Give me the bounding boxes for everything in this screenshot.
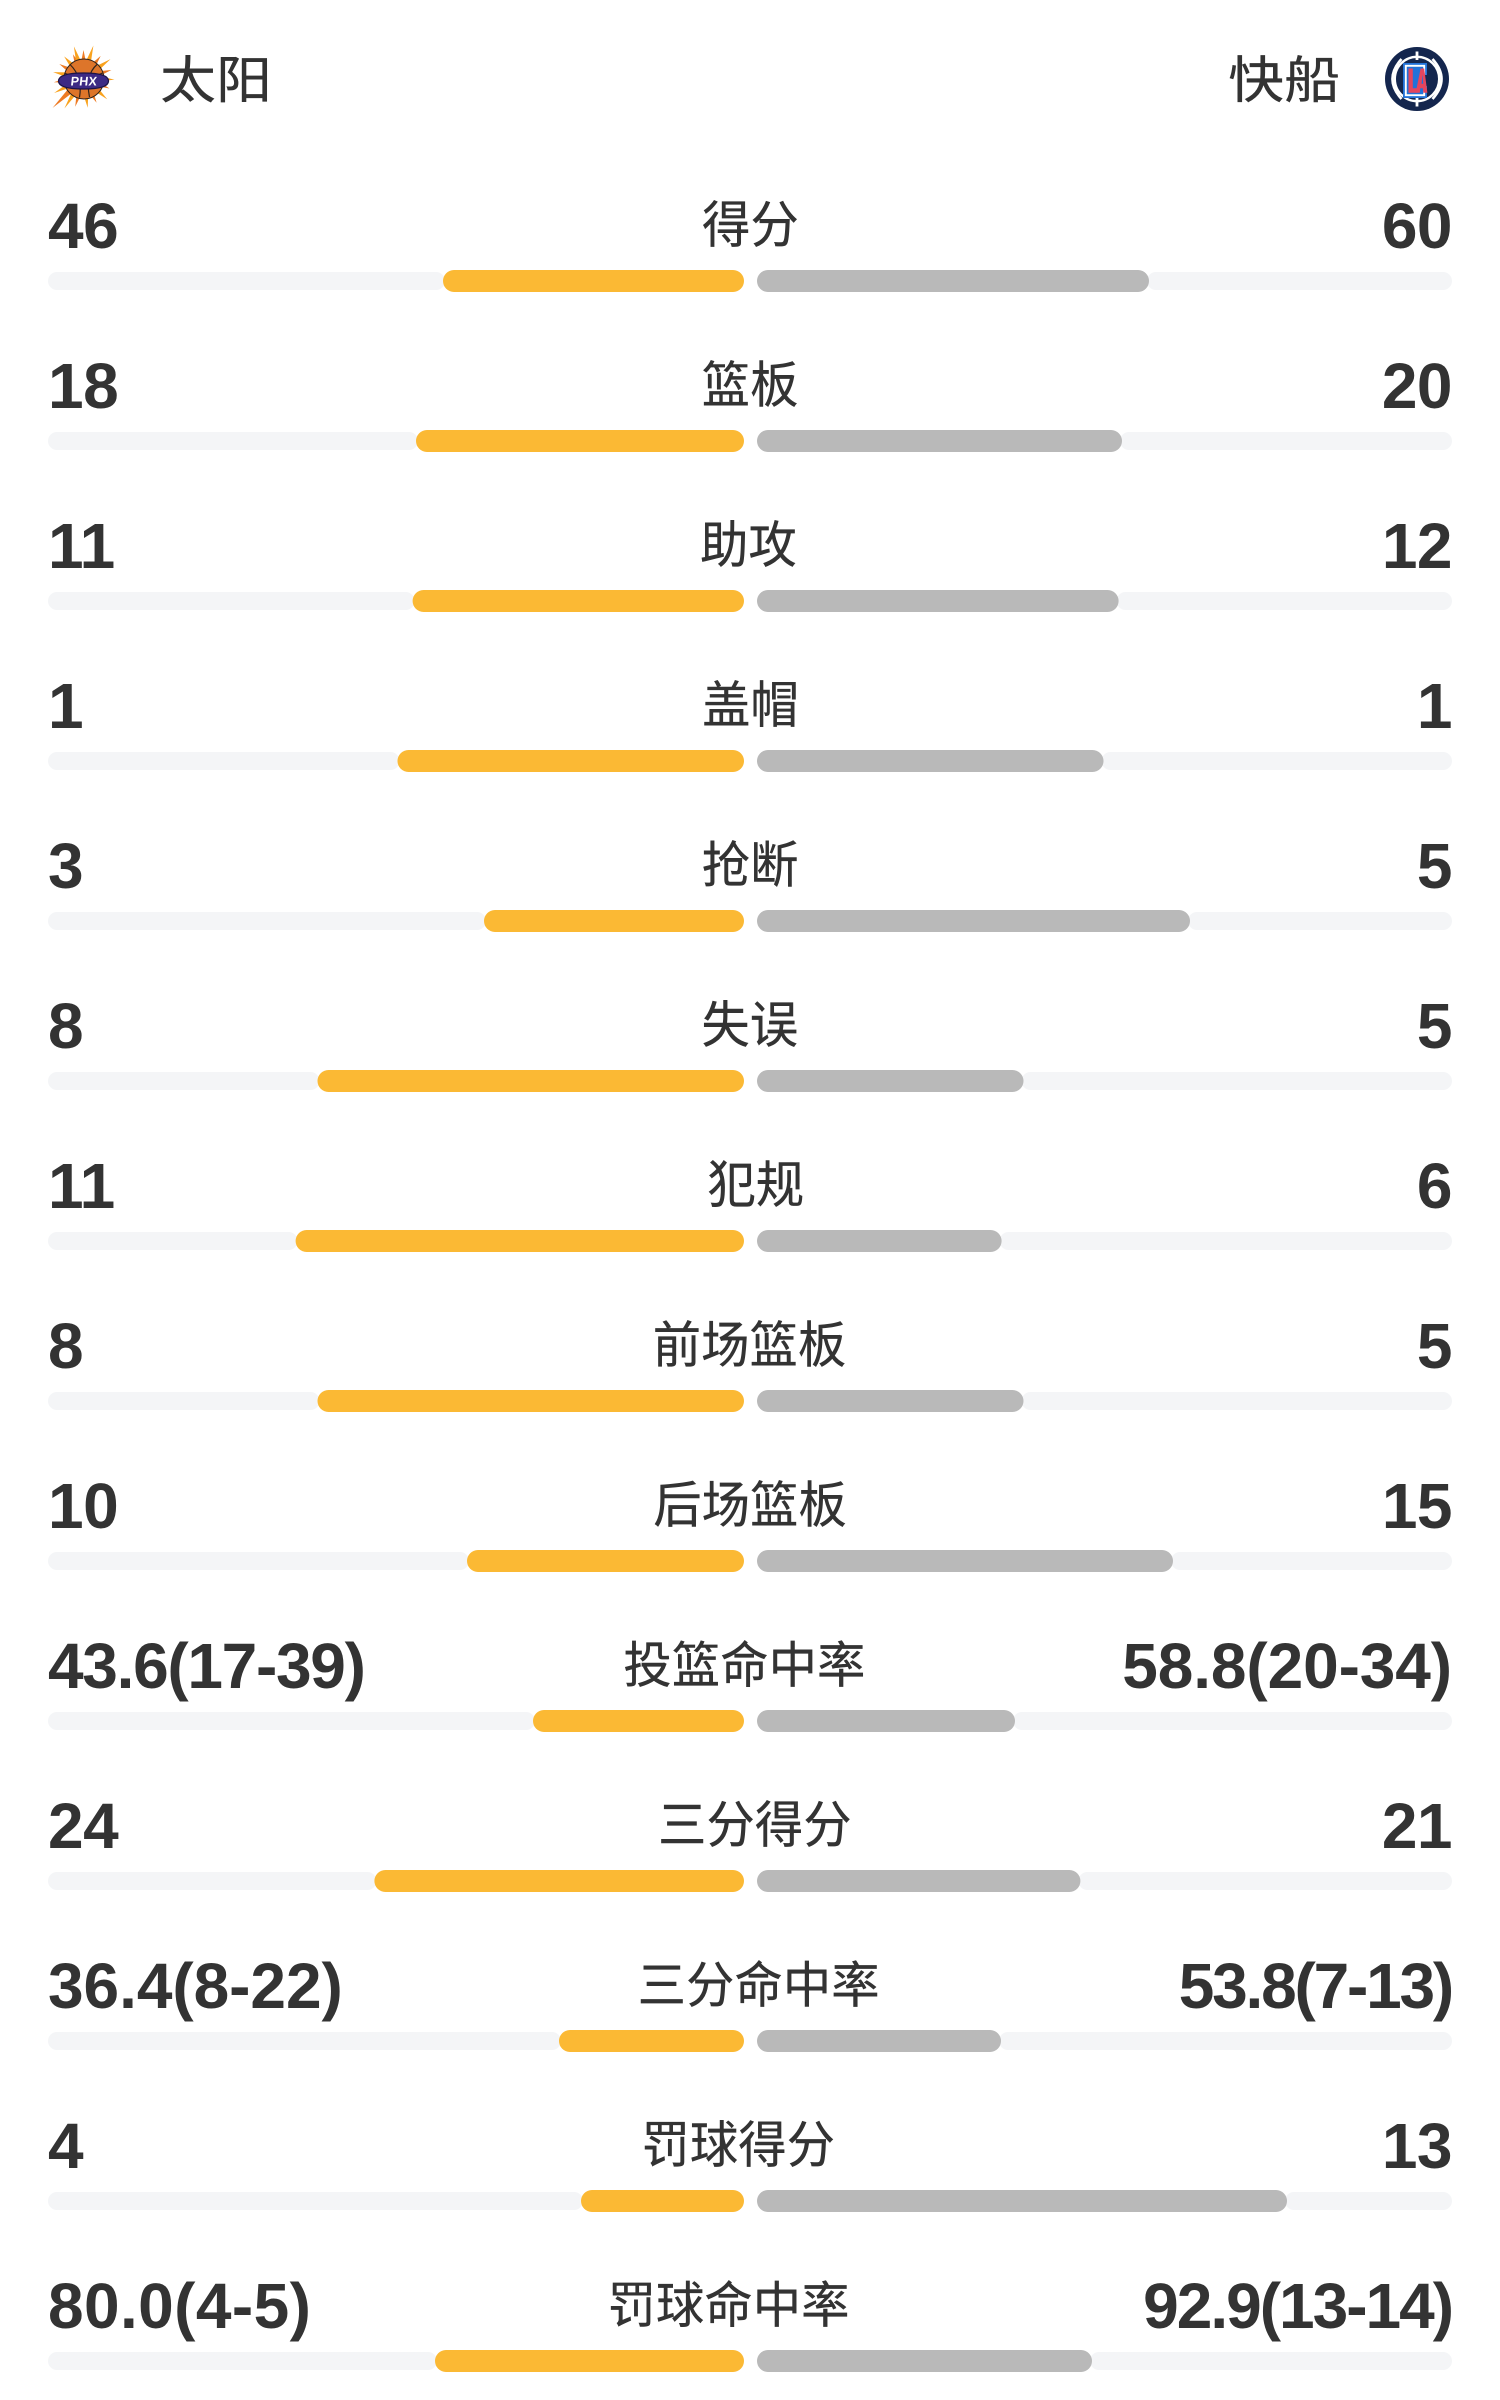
svg-text:5: 5 <box>1417 1310 1452 1382</box>
svg-text:1: 1 <box>1417 670 1452 742</box>
svg-text:8: 8 <box>48 1310 83 1382</box>
svg-text:6: 6 <box>1417 1150 1452 1222</box>
svg-text:24: 24 <box>48 1790 119 1862</box>
svg-text:11: 11 <box>48 1150 115 1222</box>
svg-text:46: 46 <box>48 190 118 262</box>
svg-text:4: 4 <box>48 2110 84 2182</box>
svg-text:43.6(17-39): 43.6(17-39) <box>48 1630 365 1702</box>
svg-text:36.4(8-22): 36.4(8-22) <box>48 1950 343 2022</box>
svg-text:80.0(4-5): 80.0(4-5) <box>48 2270 311 2342</box>
svg-text:11: 11 <box>48 510 115 582</box>
svg-text:13: 13 <box>1382 2110 1452 2182</box>
svg-text:92.9(13-14): 92.9(13-14) <box>1143 2270 1452 2342</box>
svg-text:1: 1 <box>48 670 83 742</box>
svg-text:58.8(20-34): 58.8(20-34) <box>1122 1630 1452 1702</box>
svg-text:21: 21 <box>1382 1790 1452 1862</box>
svg-text:20: 20 <box>1382 350 1452 422</box>
svg-text:60: 60 <box>1382 190 1452 262</box>
svg-text:5: 5 <box>1417 830 1452 902</box>
svg-text:PHX: PHX <box>70 75 98 89</box>
svg-text:15: 15 <box>1382 1470 1452 1542</box>
svg-text:53.8(7-13): 53.8(7-13) <box>1179 1950 1452 2022</box>
svg-text:10: 10 <box>48 1470 118 1542</box>
svg-text:3: 3 <box>48 830 83 902</box>
svg-text:8: 8 <box>48 990 83 1062</box>
svg-text:5: 5 <box>1417 990 1452 1062</box>
svg-text:18: 18 <box>48 350 118 422</box>
svg-text:12: 12 <box>1382 510 1452 582</box>
